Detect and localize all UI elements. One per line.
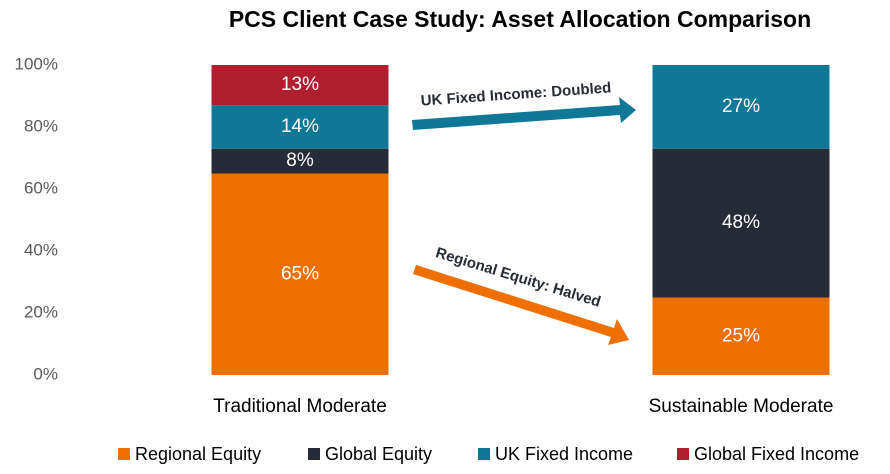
chart-title: PCS Client Case Study: Asset Allocation … bbox=[229, 6, 811, 32]
bar-segment bbox=[652, 297, 830, 375]
bar-segment bbox=[652, 148, 830, 298]
legend-swatch bbox=[118, 448, 130, 460]
legend-label: Global Equity bbox=[325, 444, 432, 464]
legend-label: UK Fixed Income bbox=[495, 444, 633, 464]
y-tick-label: 0% bbox=[33, 364, 58, 383]
legend-label: Global Fixed Income bbox=[694, 444, 859, 464]
value-label: 13% bbox=[281, 74, 319, 95]
bar-segment bbox=[211, 148, 389, 174]
bar-segment bbox=[211, 105, 389, 149]
value-label: 25% bbox=[722, 325, 760, 346]
legend-swatch bbox=[478, 448, 490, 460]
y-tick-label: 20% bbox=[24, 302, 58, 321]
legend-swatch bbox=[308, 448, 320, 460]
y-tick-label: 100% bbox=[15, 54, 58, 73]
bar-segment bbox=[211, 65, 389, 106]
x-tick-label: Sustainable Moderate bbox=[649, 396, 834, 417]
bar-segment bbox=[211, 173, 389, 375]
arrow bbox=[412, 97, 636, 130]
value-label: 8% bbox=[286, 150, 314, 171]
legend-label: Regional Equity bbox=[135, 444, 261, 464]
x-tick-label: Traditional Moderate bbox=[213, 396, 387, 417]
y-tick-label: 60% bbox=[24, 178, 58, 197]
y-tick-label: 40% bbox=[24, 240, 58, 259]
legend-swatch bbox=[677, 448, 689, 460]
value-label: 48% bbox=[722, 212, 760, 233]
annotation: UK Fixed Income: Doubled bbox=[420, 79, 612, 109]
y-tick-label: 80% bbox=[24, 116, 58, 135]
value-label: 65% bbox=[281, 263, 319, 284]
bar-segment bbox=[652, 65, 830, 149]
arrow bbox=[413, 265, 629, 345]
value-label: 14% bbox=[281, 116, 319, 137]
value-label: 27% bbox=[722, 96, 760, 117]
